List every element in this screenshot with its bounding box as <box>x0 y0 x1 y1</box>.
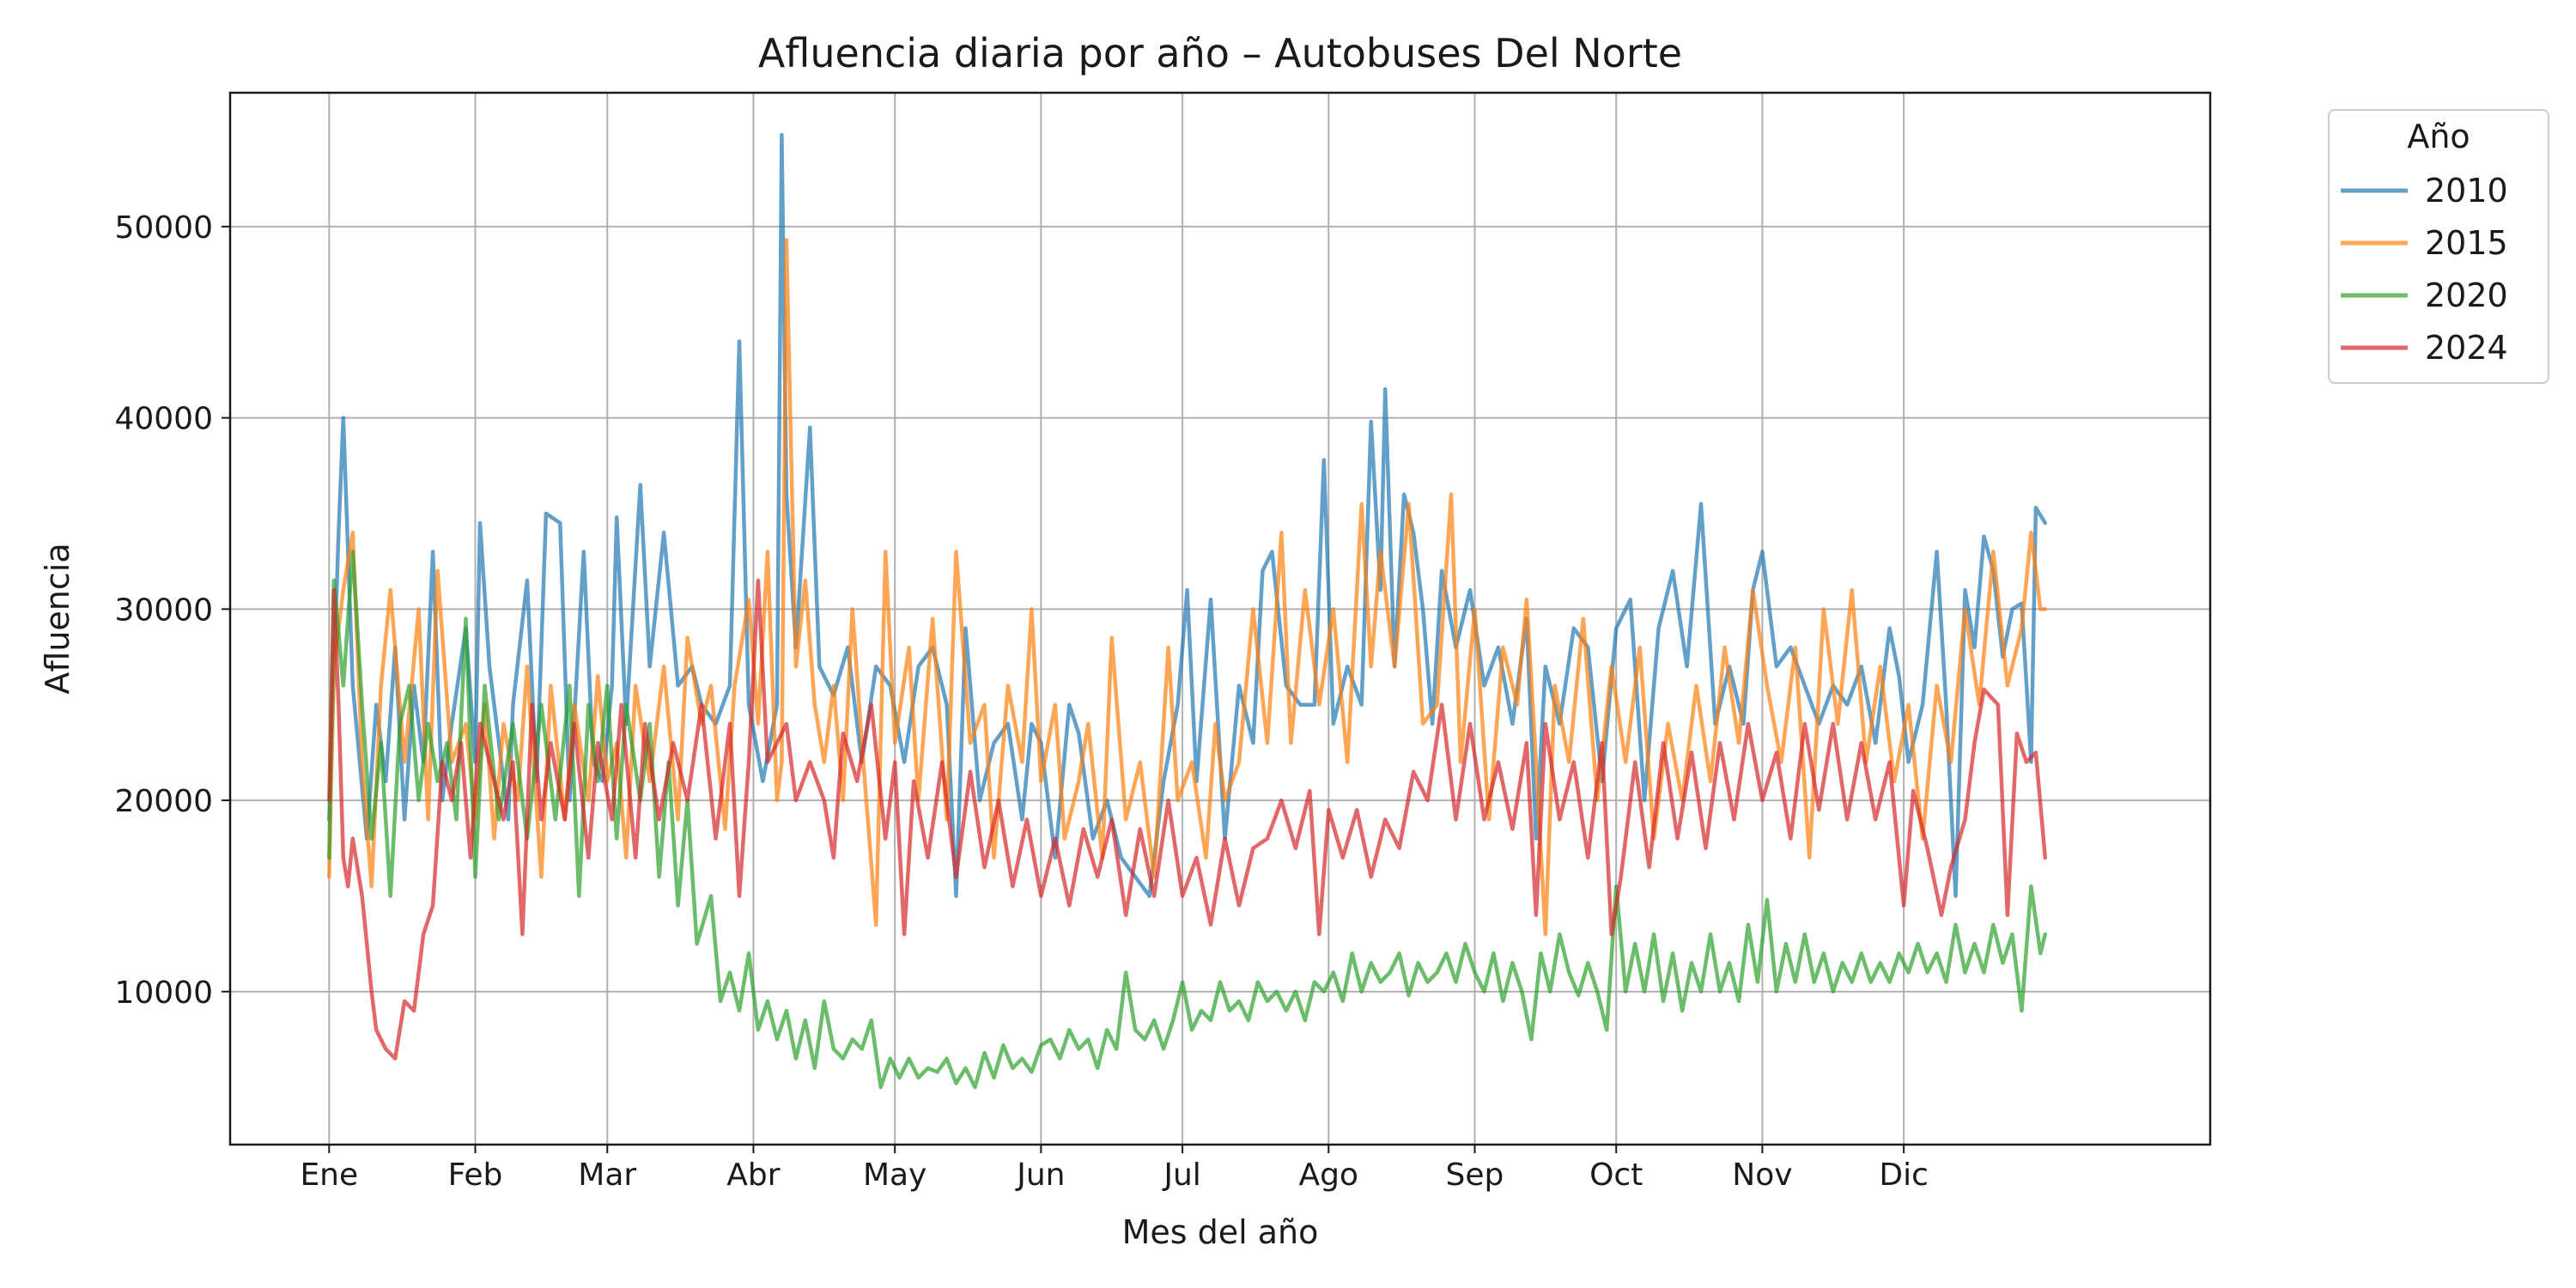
y-axis-title: Afluencia <box>39 543 76 694</box>
y-tick-label: 40000 <box>114 402 213 437</box>
legend-title: Año <box>2407 118 2470 155</box>
x-axis-title: Mes del año <box>1122 1213 1319 1251</box>
y-axis: 10000 20000 30000 40000 50000 <box>114 210 230 1011</box>
legend-items: 2010 2015 2020 2024 <box>2341 172 2508 367</box>
x-tick-label: May <box>863 1157 927 1193</box>
legend-label-2024: 2024 <box>2425 329 2508 367</box>
legend-label-2020: 2020 <box>2425 276 2508 314</box>
legend-label-2015: 2015 <box>2425 224 2508 262</box>
chart-title: Afluencia diaria por año – Autobuses Del… <box>758 30 1682 76</box>
legend-label-2010: 2010 <box>2425 172 2508 210</box>
series-lines <box>327 132 2048 1090</box>
x-tick-label: Nov <box>1732 1157 1792 1193</box>
x-tick-label: Oct <box>1589 1157 1643 1193</box>
x-tick-label: Jun <box>1015 1157 1065 1193</box>
y-tick-label: 30000 <box>114 592 213 628</box>
y-tick-label: 50000 <box>114 210 213 246</box>
y-tick-label: 10000 <box>114 975 213 1011</box>
x-tick-label: Feb <box>448 1157 503 1193</box>
x-tick-label: Jul <box>1162 1157 1200 1193</box>
x-tick-label: Ago <box>1299 1157 1359 1193</box>
x-tick-label: Sep <box>1446 1157 1504 1193</box>
y-tick-label: 20000 <box>114 784 213 819</box>
series-line-2024 <box>327 578 2048 1061</box>
x-tick-label: Mar <box>578 1157 636 1193</box>
x-tick-label: Dic <box>1879 1157 1929 1193</box>
plot-frame <box>228 91 2212 1146</box>
x-axis: Ene Feb Mar Abr May Jun Jul Ago Sep Oct Nov Dic <box>300 1145 1929 1193</box>
grid <box>230 93 2210 1145</box>
legend: Año 2010 2015 2020 2024 <box>2328 109 2549 384</box>
series-line-2020 <box>327 550 2048 1090</box>
x-tick-label: Abr <box>726 1157 780 1193</box>
x-tick-label: Ene <box>300 1157 358 1193</box>
legend-box <box>2328 109 2549 384</box>
